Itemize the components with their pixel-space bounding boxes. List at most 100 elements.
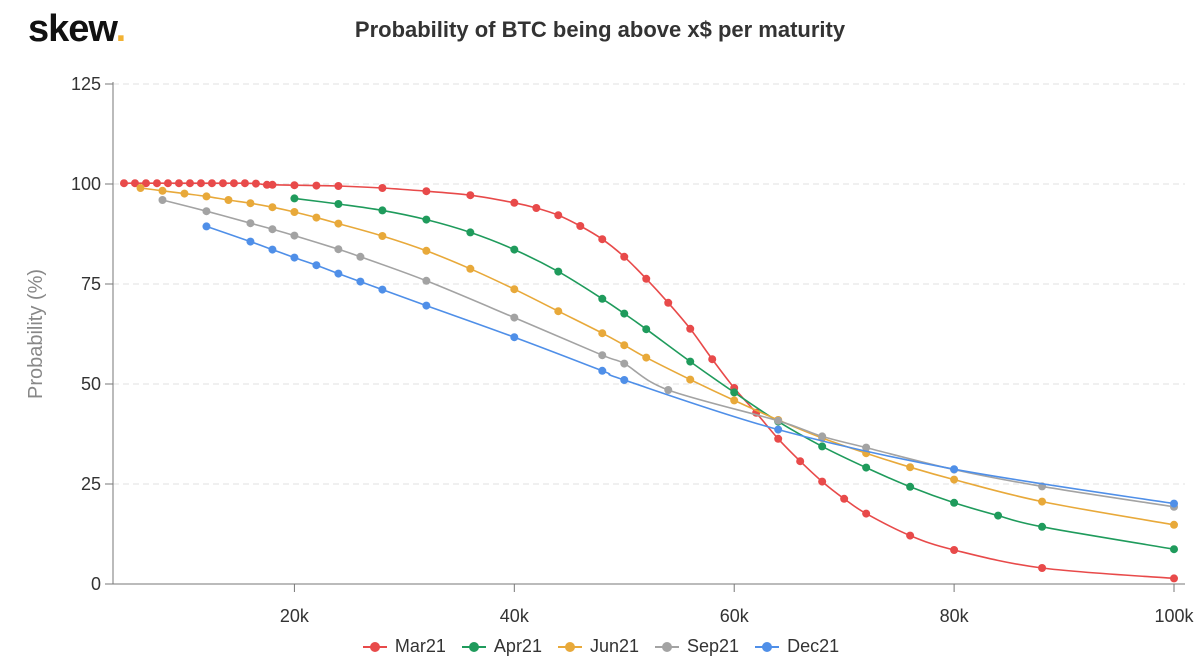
data-point-mar21	[818, 477, 827, 486]
data-point-dec21	[356, 277, 365, 286]
data-point-apr21	[598, 294, 607, 303]
data-point-jun21	[642, 353, 651, 362]
data-point-sep21	[356, 252, 365, 261]
data-point-sep21	[664, 386, 673, 394]
data-point-apr21	[378, 206, 387, 215]
chart-title: Probability of BTC being above x$ per ma…	[354, 17, 846, 42]
data-point-apr21	[686, 357, 695, 366]
data-point-mar21	[334, 182, 343, 190]
data-point-apr21	[818, 442, 827, 451]
data-point-jun21	[620, 341, 629, 350]
data-point-jun21	[180, 189, 189, 198]
y-tick-label: 25	[81, 474, 101, 494]
data-point-dec21	[312, 261, 321, 270]
legend-item-mar21[interactable]: Mar21	[361, 636, 446, 657]
data-point-mar21	[251, 179, 260, 188]
data-point-apr21	[994, 511, 1003, 520]
data-point-dec21	[290, 253, 299, 262]
data-point-jun21	[1170, 520, 1179, 529]
y-tick-label: 0	[91, 574, 101, 594]
data-point-apr21	[510, 245, 519, 254]
legend-item-sep21[interactable]: Sep21	[653, 636, 739, 657]
data-point-dec21	[774, 425, 783, 434]
y-tick-label: 100	[71, 174, 101, 194]
legend-item-jun21[interactable]: Jun21	[556, 636, 639, 657]
data-point-mar21	[378, 184, 387, 192]
y-tick-label: 125	[71, 74, 101, 94]
data-point-mar21	[642, 274, 651, 283]
data-point-apr21	[642, 325, 651, 334]
data-point-dec21	[334, 269, 343, 278]
data-point-jun21	[510, 285, 519, 294]
data-point-dec21	[422, 301, 431, 310]
data-point-mar21	[774, 434, 783, 443]
data-point-jun21	[466, 264, 475, 273]
data-point-mar21	[576, 222, 585, 230]
data-point-mar21	[1038, 564, 1047, 572]
legend-label: Dec21	[787, 636, 840, 656]
data-point-mar21	[152, 179, 161, 188]
data-point-apr21	[906, 482, 915, 491]
y-tick-label: 50	[81, 374, 101, 394]
data-point-jun21	[268, 203, 277, 212]
data-point-sep21	[290, 231, 299, 240]
data-point-sep21	[862, 443, 871, 452]
data-point-sep21	[510, 313, 519, 322]
data-point-apr21	[466, 228, 475, 237]
data-point-dec21	[510, 333, 519, 342]
data-point-dec21	[620, 376, 629, 384]
data-point-mar21	[1170, 574, 1179, 583]
data-point-mar21	[229, 179, 238, 188]
legend-label: Apr21	[493, 636, 542, 656]
data-point-mar21	[141, 179, 150, 188]
data-point-dec21	[202, 222, 211, 231]
data-point-apr21	[290, 194, 299, 203]
data-point-mar21	[174, 179, 183, 188]
data-point-mar21	[185, 179, 194, 188]
series-line-sep21	[162, 199, 1175, 508]
legend-label: Mar21	[394, 636, 446, 656]
data-point-sep21	[598, 351, 607, 360]
data-point-mar21	[262, 180, 271, 189]
legend-label: Sep21	[687, 636, 740, 656]
x-tick-label: 60k	[720, 606, 750, 626]
data-point-mar21	[906, 531, 915, 540]
data-point-apr21	[950, 498, 959, 507]
data-point-mar21	[312, 181, 321, 190]
x-tick-label: 20k	[280, 606, 310, 626]
data-point-mar21	[796, 457, 805, 466]
legend-swatch	[361, 640, 389, 654]
data-point-apr21	[730, 388, 739, 397]
x-tick-label: 100k	[1154, 606, 1194, 626]
legend-swatch	[460, 640, 488, 654]
data-point-jun21	[950, 475, 959, 484]
data-point-jun21	[334, 219, 343, 228]
data-point-mar21	[620, 252, 629, 261]
data-point-sep21	[620, 359, 629, 368]
legend-item-apr21[interactable]: Apr21	[460, 636, 542, 657]
data-point-jun21	[554, 307, 563, 316]
data-point-mar21	[510, 198, 519, 207]
data-point-mar21	[196, 179, 205, 188]
data-point-mar21	[119, 179, 128, 188]
legend-swatch	[556, 640, 584, 654]
data-point-apr21	[1038, 522, 1047, 531]
data-point-mar21	[268, 180, 277, 189]
data-point-mar21	[240, 179, 249, 188]
data-point-jun21	[730, 396, 739, 405]
data-point-jun21	[158, 186, 167, 195]
legend-item-dec21[interactable]: Dec21	[753, 636, 839, 657]
data-point-mar21	[163, 179, 172, 188]
data-point-dec21	[598, 366, 607, 375]
data-point-jun21	[136, 184, 145, 192]
data-point-jun21	[224, 196, 233, 204]
data-point-jun21	[1038, 497, 1047, 506]
x-tick-label: 80k	[940, 606, 970, 626]
data-point-dec21	[950, 465, 959, 474]
data-point-mar21	[840, 494, 849, 503]
legend-label: Jun21	[589, 636, 640, 656]
x-tick-label: 40k	[500, 606, 530, 626]
data-point-mar21	[207, 179, 216, 188]
chart-legend: Mar21 Apr21 Jun21 Sep21 Dec21	[0, 636, 1200, 657]
legend-swatch	[653, 640, 681, 654]
